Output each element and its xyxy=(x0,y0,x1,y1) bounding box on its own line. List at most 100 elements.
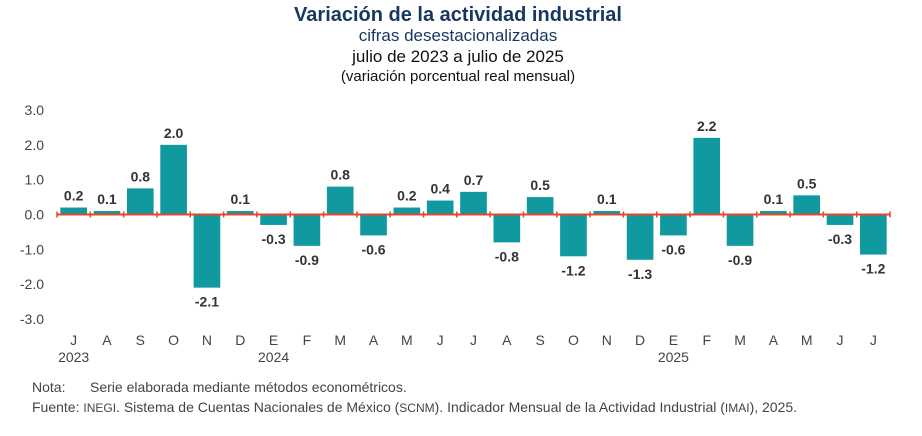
bar-value-label: 0.8 xyxy=(330,167,350,183)
bar-value-label: 0.1 xyxy=(764,191,784,207)
y-tick-label: -1.0 xyxy=(20,241,44,257)
chart-unit-label: (variación porcentual real mensual) xyxy=(340,68,576,85)
x-tick-label: A xyxy=(502,332,512,348)
bar xyxy=(660,214,687,236)
bar xyxy=(826,214,854,225)
bar xyxy=(560,214,587,257)
year-label: 2024 xyxy=(258,349,289,365)
source-abbr-scnm: SCNM xyxy=(399,401,435,415)
x-tick-label: O xyxy=(568,332,579,348)
y-tick-label: 3.0 xyxy=(25,102,45,118)
x-tick-label: N xyxy=(202,332,212,348)
bar-value-label: 2.0 xyxy=(164,125,184,141)
bar xyxy=(726,214,754,246)
note-line: Nota: Serie elaborada mediante métodos ec… xyxy=(32,377,797,397)
y-tick-label: -3.0 xyxy=(20,311,44,327)
bar-value-label: 0.7 xyxy=(464,172,484,188)
bar xyxy=(160,144,187,215)
year-label: 2025 xyxy=(658,349,689,365)
x-tick-label: E xyxy=(269,332,278,348)
source-org: INEGI xyxy=(83,401,117,415)
source-text-1: . Sistema de Cuentas Nacionales de Méxic… xyxy=(116,399,400,415)
chart-subtitle: cifras desestacionalizadas xyxy=(358,26,558,45)
bar xyxy=(260,214,287,225)
source-text-3: ), 2025. xyxy=(749,399,798,415)
x-tick-label: J xyxy=(837,332,844,348)
bar xyxy=(760,211,787,215)
bar-value-label: -0.6 xyxy=(361,241,385,257)
bar xyxy=(393,207,421,215)
x-tick-label: S xyxy=(136,332,145,348)
bar xyxy=(193,214,221,288)
bar-value-label: -2.1 xyxy=(195,294,219,310)
x-tick-label: M xyxy=(801,332,813,348)
bar-value-label: 0.1 xyxy=(231,191,251,207)
bar-value-label: -0.6 xyxy=(661,241,685,257)
bar-value-label: 0.5 xyxy=(797,175,817,191)
bar-value-label: 0.1 xyxy=(597,191,617,207)
bar xyxy=(493,214,521,243)
bar-value-label: 0.2 xyxy=(64,188,84,204)
x-tick-label: F xyxy=(303,332,312,348)
bar-value-label: 0.1 xyxy=(97,191,117,207)
bar xyxy=(293,214,321,246)
bar-value-label: -0.3 xyxy=(828,231,852,247)
bar xyxy=(226,211,254,215)
bar-value-label: 2.2 xyxy=(697,118,717,134)
x-tick-label: A xyxy=(102,332,112,348)
source-line: Fuente: INEGI. Sistema de Cuentas Nacion… xyxy=(32,397,797,418)
x-tick-label: M xyxy=(334,332,346,348)
bar-value-label: -1.3 xyxy=(628,266,652,282)
bar-value-label: -0.8 xyxy=(495,248,519,264)
bar-value-label: 0.4 xyxy=(430,181,450,197)
bar-value-label: 0.2 xyxy=(397,188,417,204)
x-tick-label: F xyxy=(702,332,711,348)
x-tick-label: E xyxy=(669,332,678,348)
bar xyxy=(426,200,454,215)
y-tick-label: 0.0 xyxy=(25,207,45,223)
x-tick-label: J xyxy=(437,332,444,348)
bar-value-label: -0.9 xyxy=(728,252,752,268)
x-tick-label: A xyxy=(369,332,379,348)
bar-value-label: 0.5 xyxy=(530,177,550,193)
source-label: Fuente: xyxy=(32,399,80,415)
bar xyxy=(626,214,654,260)
bar-value-label: -0.9 xyxy=(295,252,319,268)
x-tick-label: O xyxy=(168,332,179,348)
bar-value-label: -1.2 xyxy=(861,261,885,277)
x-tick-label: N xyxy=(602,332,612,348)
bar xyxy=(460,191,487,215)
year-label: 2023 xyxy=(58,349,89,365)
bar xyxy=(326,186,354,215)
x-tick-label: J xyxy=(870,332,877,348)
bar xyxy=(126,188,154,215)
bar xyxy=(360,214,387,236)
chart-period: julio de 2023 a julio de 2025 xyxy=(352,47,564,66)
note-text: Serie elaborada mediante métodos economé… xyxy=(90,379,407,395)
chart-title: Variación de la actividad industrial xyxy=(294,4,622,26)
bar xyxy=(693,137,721,215)
bar-value-label: 0.8 xyxy=(131,168,151,184)
y-tick-label: 1.0 xyxy=(25,172,45,188)
bar xyxy=(860,214,887,255)
bar xyxy=(593,211,621,215)
source-text-2: ). Indicador Mensual de la Actividad Ind… xyxy=(434,399,725,415)
x-tick-label: D xyxy=(635,332,645,348)
x-tick-label: J xyxy=(70,332,77,348)
chart-titles: Variación de la actividad industrial cif… xyxy=(0,4,916,86)
bar xyxy=(793,195,821,215)
note-label: Nota: xyxy=(32,379,66,395)
x-tick-label: A xyxy=(769,332,779,348)
bar-value-label: -1.2 xyxy=(561,262,585,278)
source-abbr-imai: IMAI xyxy=(724,401,750,415)
x-tick-label: S xyxy=(535,332,544,348)
bar-value-label: -0.3 xyxy=(262,231,286,247)
bar xyxy=(60,207,87,215)
x-tick-label: M xyxy=(401,332,413,348)
bar xyxy=(93,211,121,215)
chart-notes: Nota: Serie elaborada mediante métodos ec… xyxy=(32,377,797,418)
x-tick-label: D xyxy=(235,332,245,348)
y-tick-label: 2.0 xyxy=(25,137,45,153)
x-tick-label: M xyxy=(734,332,746,348)
